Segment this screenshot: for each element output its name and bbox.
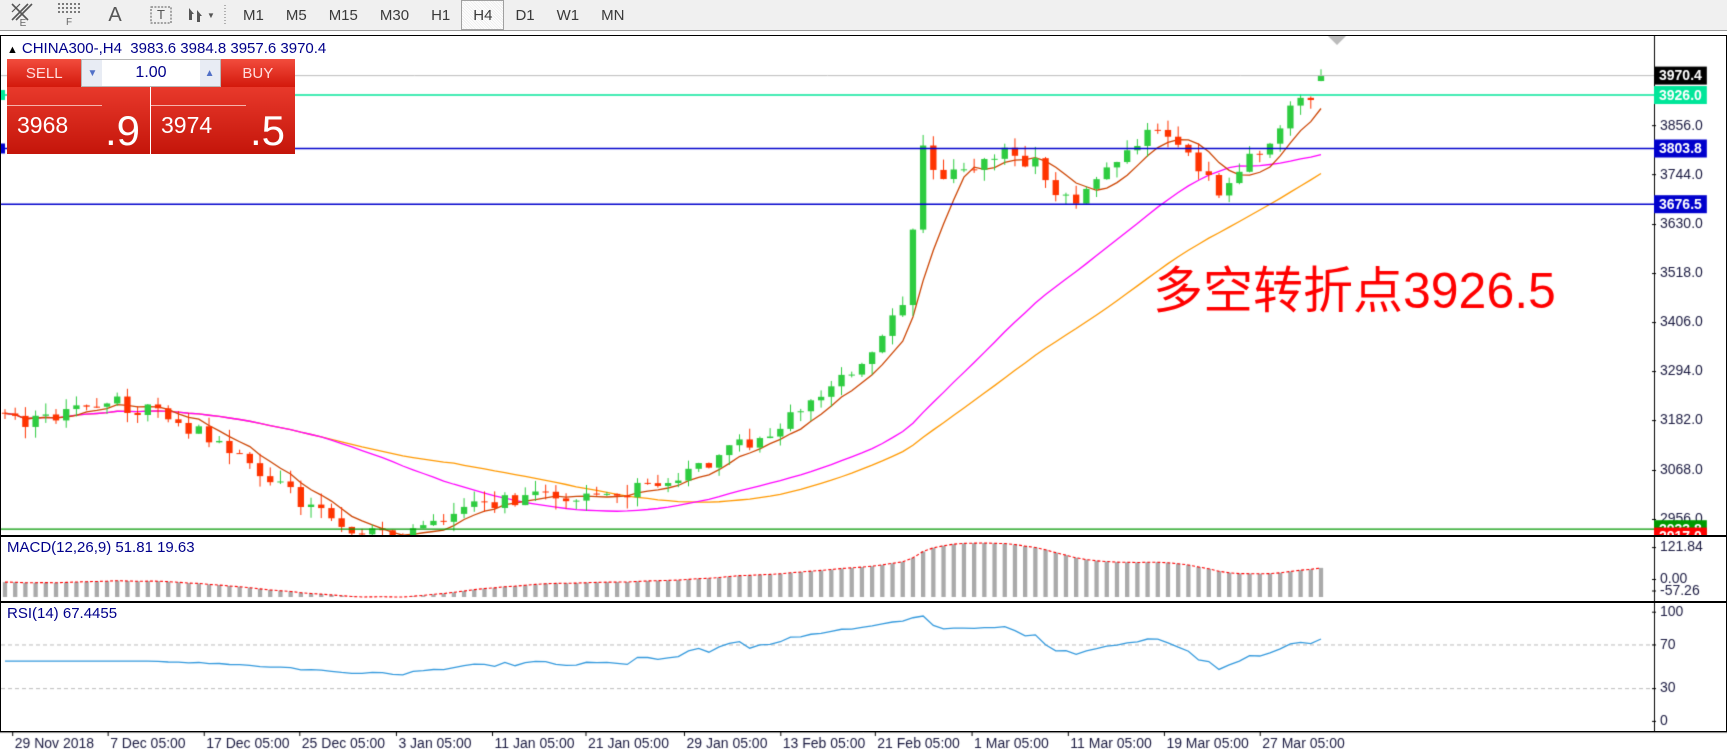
- svg-text:T: T: [157, 7, 165, 22]
